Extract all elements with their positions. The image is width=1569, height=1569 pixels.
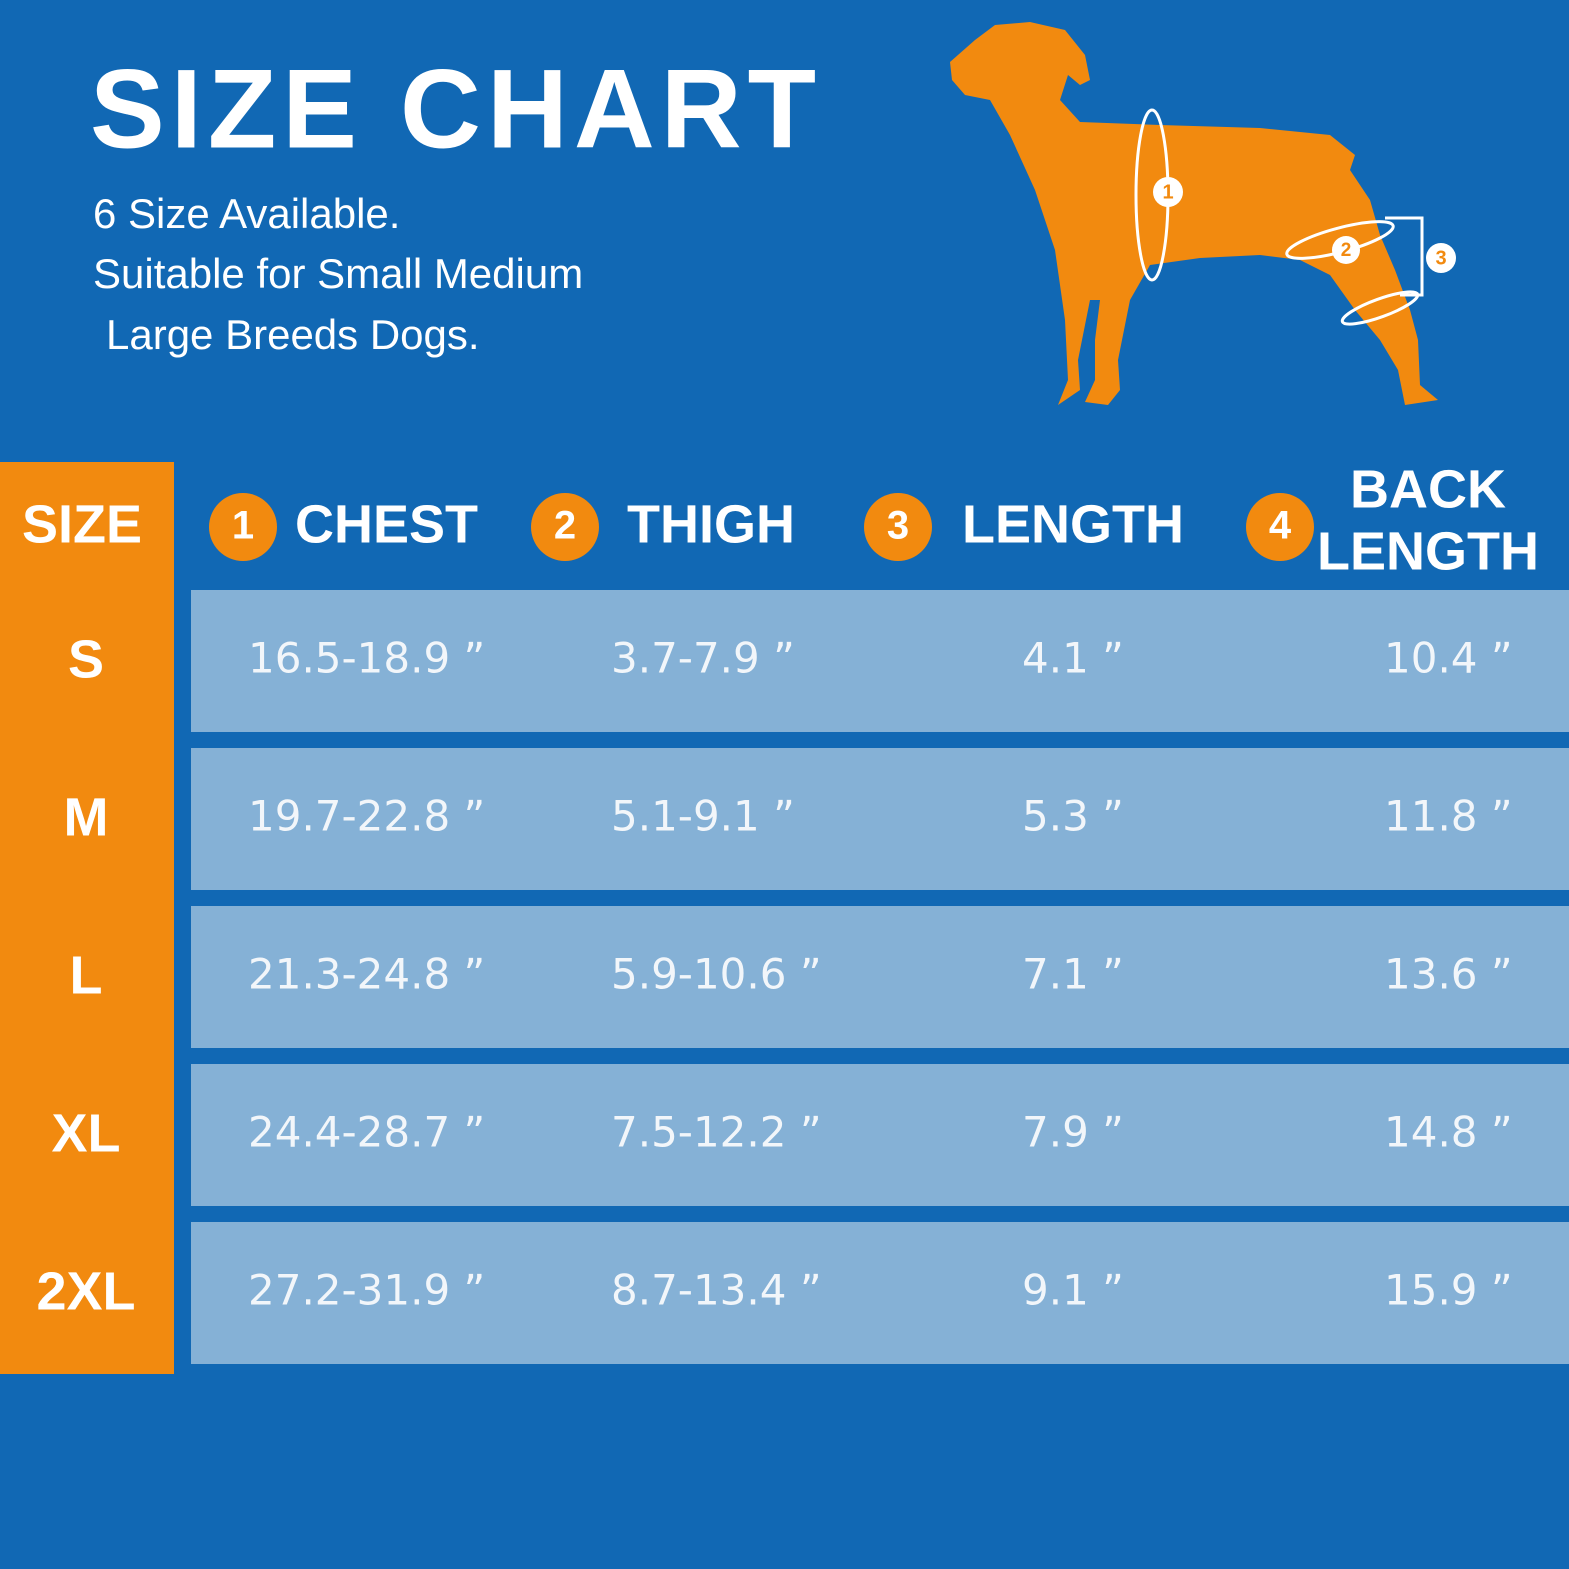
size-column — [0, 462, 174, 1374]
column-label: CHEST — [295, 494, 478, 554]
column-number: 3 — [887, 504, 909, 548]
marker-circle — [1332, 236, 1360, 264]
column-badge — [531, 493, 599, 561]
row-band — [191, 748, 1569, 890]
row-band — [191, 590, 1569, 732]
marker: 3 — [1435, 247, 1446, 269]
cell-value: 9.1 ” — [1022, 1266, 1124, 1315]
dog-silhouette — [950, 22, 1438, 405]
title: SIZE CHART — [90, 47, 822, 172]
dog-diagram: 1 2 3 — [950, 22, 1456, 405]
column-badge — [209, 493, 277, 561]
column-badge — [1246, 493, 1314, 561]
cell-value: 15.9 ” — [1384, 1266, 1513, 1315]
subtitle-line: Suitable for Small Medium — [93, 250, 583, 297]
cell-value: 11.8 ” — [1384, 792, 1513, 841]
marker: 2 — [1341, 240, 1352, 261]
size-label: XL — [51, 1103, 120, 1163]
column-label: THIGH — [627, 494, 795, 554]
column-number: 1 — [232, 504, 254, 548]
cell-value: 7.1 ” — [1022, 950, 1124, 999]
cell-value: 3.7-7.9 ” — [611, 634, 795, 683]
cell-value: 24.4-28.7 ” — [248, 1108, 485, 1157]
subtitle-line: Large Breeds Dogs. — [106, 311, 480, 358]
cell-value: 14.8 ” — [1384, 1108, 1513, 1157]
cell-value: 4.1 ” — [1022, 634, 1124, 683]
column-label: BACK — [1350, 459, 1506, 519]
cell-value: 5.1-9.1 ” — [611, 792, 795, 841]
row-band — [191, 1222, 1569, 1364]
size-header: SIZE — [22, 494, 142, 554]
size-label: S — [68, 629, 104, 689]
column-label: LENGTH — [962, 494, 1184, 554]
row-band — [191, 906, 1569, 1048]
length-bracket — [1385, 216, 1424, 297]
cell-value: 8.7-13.4 ” — [611, 1266, 822, 1315]
size-label: L — [70, 945, 103, 1005]
cell-value: 16.5-18.9 ” — [248, 634, 485, 683]
marker-circle — [1426, 243, 1456, 273]
cell-value: 7.9 ” — [1022, 1108, 1124, 1157]
column-number: 4 — [1269, 504, 1292, 548]
cell-value: 13.6 ” — [1384, 950, 1513, 999]
cell-value: 19.7-22.8 ” — [248, 792, 485, 841]
column-badge — [864, 493, 932, 561]
column-number: 2 — [554, 504, 576, 548]
cell-value: 5.9-10.6 ” — [611, 950, 822, 999]
cell-value: 21.3-24.8 ” — [248, 950, 485, 999]
cell-value: 5.3 ” — [1022, 792, 1124, 841]
size-label: 2XL — [36, 1261, 135, 1321]
marker: 1 — [1162, 181, 1173, 203]
cell-value: 10.4 ” — [1384, 634, 1513, 683]
cell-value: 27.2-31.9 ” — [248, 1266, 485, 1315]
row-band — [191, 1064, 1569, 1206]
size-label: M — [64, 787, 109, 847]
marker-circle — [1153, 177, 1183, 207]
column-label: LENGTH — [1317, 521, 1539, 581]
subtitle-line: 6 Size Available. — [93, 190, 400, 237]
cell-value: 7.5-12.2 ” — [611, 1108, 822, 1157]
